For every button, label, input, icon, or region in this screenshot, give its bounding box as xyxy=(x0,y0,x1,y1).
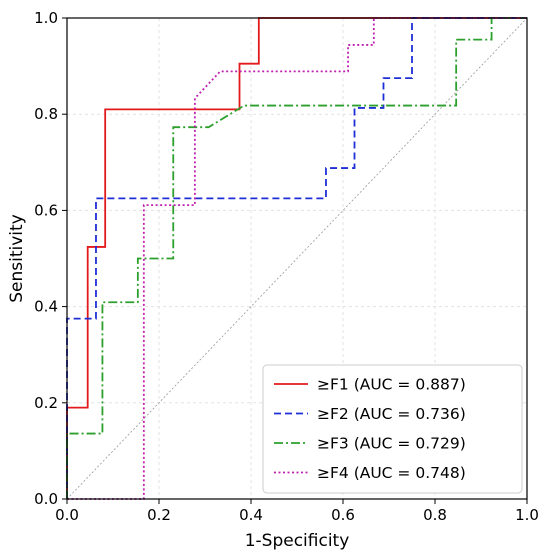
legend-box xyxy=(262,364,523,494)
y-tick-label: 1.0 xyxy=(34,9,58,27)
legend-label-1: ≥F1 (AUC = 0.887) xyxy=(317,376,466,394)
y-tick-label: 0.2 xyxy=(34,394,58,412)
legend-label-4: ≥F4 (AUC = 0.748) xyxy=(317,464,466,482)
legend-label-3: ≥F3 (AUC = 0.729) xyxy=(317,435,466,453)
x-tick-label: 0.2 xyxy=(147,506,171,524)
plot-frame xyxy=(66,17,528,500)
series-group xyxy=(66,17,527,500)
y-axis-ticks: 0.0 0.2 0.4 0.6 0.8 1.0 xyxy=(34,9,67,508)
series-line-3 xyxy=(66,17,527,499)
y-tick-label: 0.6 xyxy=(34,201,58,219)
y-tick-label: 0.0 xyxy=(34,490,58,508)
legend-label-2: ≥F2 (AUC = 0.736) xyxy=(317,405,466,423)
chance-diagonal xyxy=(66,17,528,500)
y-axis-label: Sensitivity xyxy=(7,214,27,303)
y-tick-label: 0.4 xyxy=(34,298,58,316)
x-axis-ticks: 0.0 0.2 0.4 0.6 0.8 1.0 xyxy=(55,499,539,524)
x-tick-label: 1.0 xyxy=(515,506,539,524)
x-tick-label: 0.8 xyxy=(423,506,447,524)
x-tick-label: 0.4 xyxy=(239,506,263,524)
x-tick-label: 0.0 xyxy=(55,506,79,524)
series-line-1 xyxy=(66,17,527,499)
legend: ≥F1 (AUC = 0.887) ≥F2 (AUC = 0.736) ≥F3 (A… xyxy=(262,364,523,494)
series-line-2 xyxy=(66,17,527,499)
y-tick-label: 0.8 xyxy=(34,105,58,123)
x-tick-label: 0.6 xyxy=(331,506,355,524)
x-axis-label: 1-Specificity xyxy=(245,531,350,551)
